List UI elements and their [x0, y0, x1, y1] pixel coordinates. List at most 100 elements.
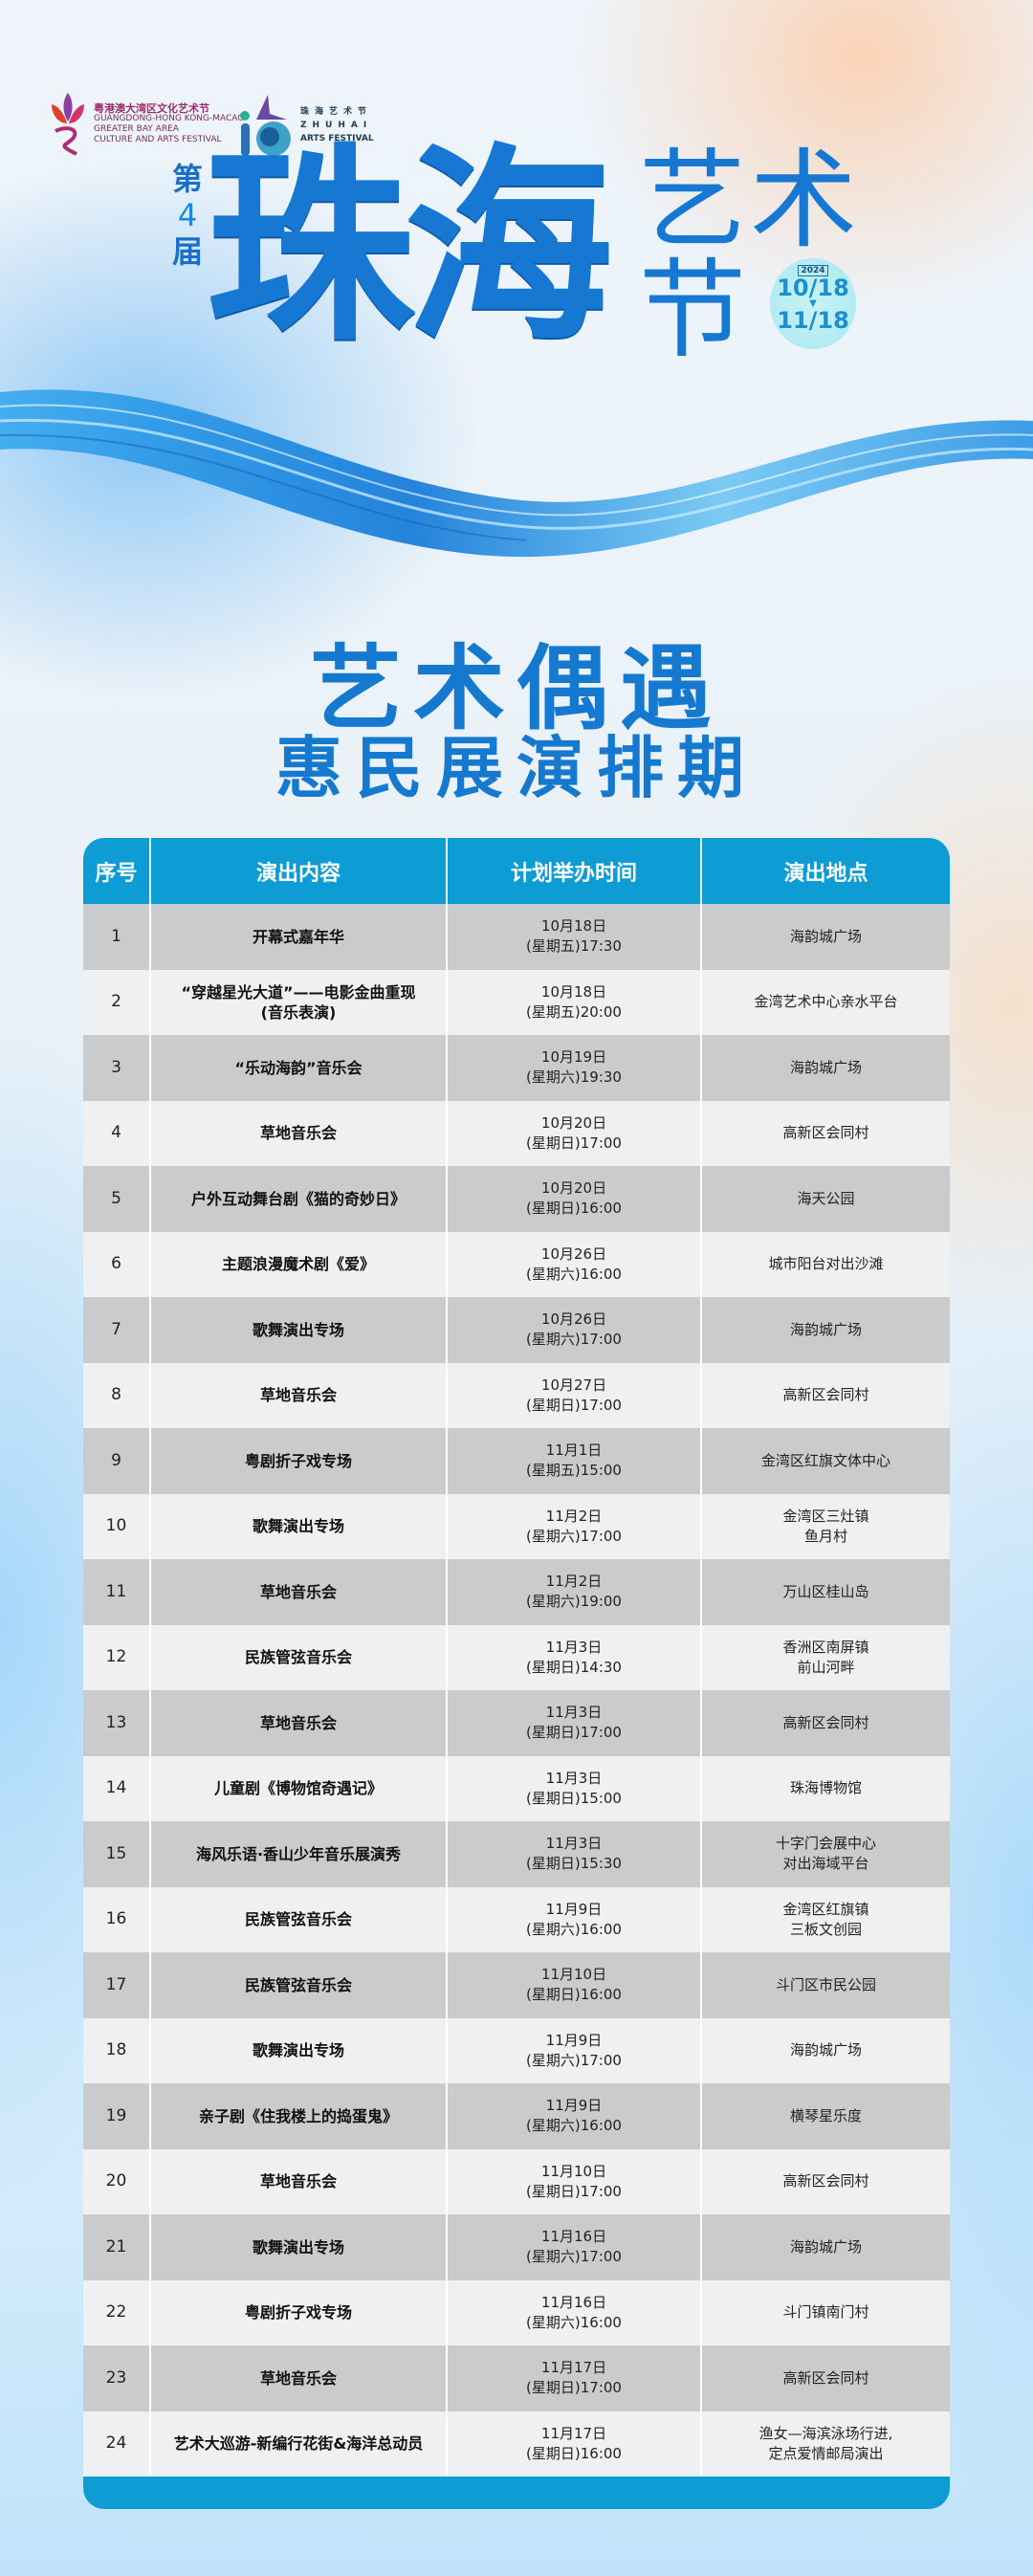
- cell-time: 11月2日 (星期六)19:00: [448, 1559, 702, 1625]
- cell-venue: 高新区会同村: [782, 1124, 869, 1142]
- cell-venue: 金湾区红旗镇 三板文创园: [782, 1900, 869, 1938]
- cell-time: 11月2日 (星期六)17:00: [448, 1493, 702, 1559]
- hero-title-zhuhai: 珠海: [206, 127, 613, 369]
- cell-content: 草地音乐会: [151, 1100, 448, 1166]
- cell-content: 草地音乐会: [151, 1559, 448, 1625]
- cell-content: 粤剧折子戏专场: [151, 2279, 448, 2345]
- cell-index: 4: [83, 1100, 151, 1166]
- cell-index: 12: [83, 1624, 151, 1690]
- cell-time: 11月16日 (星期六)16:00: [448, 2279, 702, 2345]
- table-row: 1 开幕式嘉年华 10月18日 (星期五)17:30 海韵城广场: [83, 904, 950, 970]
- column-header-content: 演出内容: [151, 838, 448, 904]
- cell-content: 歌舞演出专场: [151, 2214, 448, 2280]
- cell-venue: 海韵城广场: [789, 2041, 862, 2059]
- cell-venue: 斗门区市民公园: [775, 1975, 876, 1993]
- cell-venue: 香洲区南屏镇 前山河畔: [782, 1638, 869, 1676]
- cell-time: 11月3日 (星期日)17:00: [448, 1690, 702, 1756]
- cell-time: 11月10日 (星期日)16:00: [448, 1952, 702, 2018]
- cell-content: 海风乐语·香山少年音乐展演秀: [151, 1821, 448, 1887]
- cell-index: 11: [83, 1559, 151, 1625]
- cell-index: 24: [83, 2411, 151, 2477]
- table-row: 22 粤剧折子戏专场 11月16日 (星期六)16:00 斗门镇南门村: [83, 2279, 950, 2345]
- cell-content: 主题浪漫魔术剧《爱》: [151, 1231, 448, 1297]
- cell-content: 歌舞演出专场: [151, 2017, 448, 2083]
- cell-index: 9: [83, 1428, 151, 1494]
- cell-content: 草地音乐会: [151, 2148, 448, 2214]
- cell-venue: 海韵城广场: [789, 1058, 862, 1076]
- table-row: 14 儿童剧《博物馆奇遇记》 11月3日 (星期日)15:00 珠海博物馆: [83, 1755, 950, 1821]
- table-header: 序号 演出内容 计划举办时间 演出地点: [83, 838, 950, 904]
- zhuhai-arts-festival-logo: 珠海艺术节 ZHUHAI ARTS FESTIVAL: [237, 91, 374, 160]
- cell-content: 亲子剧《住我楼上的捣蛋鬼》: [151, 2083, 448, 2149]
- cell-time: 11月9日 (星期六)16:00: [448, 1886, 702, 1952]
- cell-index: 1: [83, 904, 151, 970]
- cell-time: 10月19日 (星期六)19:30: [448, 1035, 702, 1101]
- cell-venue: 横琴星乐度: [789, 2106, 862, 2125]
- cell-venue: 珠海博物馆: [789, 1779, 862, 1797]
- cell-index: 10: [83, 1493, 151, 1559]
- flower-logo-icon: [52, 93, 84, 156]
- cell-content: 歌舞演出专场: [151, 1493, 448, 1559]
- table-row: 21 歌舞演出专场 11月16日 (星期六)17:00 海韵城广场: [83, 2214, 950, 2280]
- cell-time: 10月27日 (星期日)17:00: [448, 1362, 702, 1428]
- cell-time: 10月18日 (星期五)20:00: [448, 969, 702, 1035]
- cell-content: “穿越星光大道”——电影金曲重现 (音乐表演): [151, 969, 448, 1035]
- table-row: 10 歌舞演出专场 11月2日 (星期六)17:00 金湾区三灶镇 鱼月村: [83, 1493, 950, 1559]
- cell-time: 11月10日 (星期日)17:00: [448, 2148, 702, 2214]
- cell-venue: 斗门镇南门村: [782, 2303, 869, 2322]
- cell-index: 13: [83, 1690, 151, 1756]
- cell-time: 11月9日 (星期六)17:00: [448, 2017, 702, 2083]
- cell-venue: 城市阳台对出沙滩: [768, 1255, 884, 1273]
- cell-content: 户外互动舞台剧《猫的奇妙日》: [151, 1166, 448, 1232]
- cell-content: 歌舞演出专场: [151, 1297, 448, 1363]
- cell-index: 21: [83, 2214, 151, 2280]
- hero-title-art: 艺术: [639, 139, 861, 263]
- cell-content: 草地音乐会: [151, 1362, 448, 1428]
- festival-date-badge: 2024 10/18 ▼ 11/18: [770, 258, 856, 349]
- table-row: 8 草地音乐会 10月27日 (星期日)17:00 高新区会同村: [83, 1362, 950, 1428]
- cell-content: 民族管弦音乐会: [151, 1624, 448, 1690]
- decorative-wave-ribbon: [0, 389, 1033, 558]
- cell-venue: 海韵城广场: [789, 1320, 862, 1338]
- table-row: 12 民族管弦音乐会 11月3日 (星期日)14:30 香洲区南屏镇 前山河畔: [83, 1624, 950, 1690]
- section-title: 艺术偶遇: [310, 634, 723, 742]
- table-body: 1 开幕式嘉年华 10月18日 (星期五)17:30 海韵城广场 2 “穿越星光大道”——…: [83, 904, 950, 2477]
- cell-content: 民族管弦音乐会: [151, 1952, 448, 2018]
- cell-index: 23: [83, 2345, 151, 2411]
- cell-index: 6: [83, 1231, 151, 1297]
- cell-time: 11月17日 (星期日)17:00: [448, 2345, 702, 2411]
- hero-title-festival: 节: [639, 249, 746, 373]
- cell-venue: 渔女—海滨泳场行进, 定点爱情邮局演出: [758, 2424, 893, 2462]
- cell-time: 11月9日 (星期六)16:00: [448, 2083, 702, 2149]
- cell-index: 3: [83, 1035, 151, 1101]
- cell-content: 艺术大巡游-新编行花街&海洋总动员: [151, 2411, 448, 2477]
- table-row: 15 海风乐语·香山少年音乐展演秀 11月3日 (星期日)15:30 十字门会展中心 …: [83, 1821, 950, 1887]
- cell-content: 开幕式嘉年华: [151, 904, 448, 970]
- cell-index: 16: [83, 1886, 151, 1952]
- table-row: 6 主题浪漫魔术剧《爱》 10月26日 (星期六)16:00 城市阳台对出沙滩: [83, 1231, 950, 1297]
- cell-time: 11月17日 (星期日)16:00: [448, 2411, 702, 2477]
- cell-time: 11月3日 (星期日)15:00: [448, 1755, 702, 1821]
- cell-time: 10月18日 (星期五)17:30: [448, 904, 702, 970]
- cell-time: 10月26日 (星期六)17:00: [448, 1297, 702, 1363]
- table-row: 18 歌舞演出专场 11月9日 (星期六)17:00 海韵城广场: [83, 2017, 950, 2083]
- cell-venue: 万山区桂山岛: [782, 1582, 869, 1600]
- cell-index: 17: [83, 1952, 151, 2018]
- cell-venue: 高新区会同村: [782, 1713, 869, 1731]
- cell-time: 10月20日 (星期日)17:00: [448, 1100, 702, 1166]
- cell-venue: 海韵城广场: [789, 2237, 862, 2256]
- table-footer-band: [83, 2477, 950, 2509]
- table-row: 13 草地音乐会 11月3日 (星期日)17:00 高新区会同村: [83, 1690, 950, 1756]
- arrow-down-icon: ▼: [809, 298, 817, 309]
- table-row: 20 草地音乐会 11月10日 (星期日)17:00 高新区会同村: [83, 2148, 950, 2214]
- cell-time: 10月20日 (星期日)16:00: [448, 1166, 702, 1232]
- cell-venue: 金湾区红旗文体中心: [760, 1451, 890, 1469]
- cell-index: 5: [83, 1166, 151, 1232]
- section-subtitle: 惠民展演排期: [275, 728, 758, 807]
- cell-content: 草地音乐会: [151, 2345, 448, 2411]
- edition-label: 第 4 届: [171, 161, 203, 270]
- column-header-index: 序号: [83, 838, 151, 904]
- cell-venue: 高新区会同村: [782, 1386, 869, 1404]
- table-row: 17 民族管弦音乐会 11月10日 (星期日)16:00 斗门区市民公园: [83, 1952, 950, 2018]
- table-row: 24 艺术大巡游-新编行花街&海洋总动员 11月17日 (星期日)16:00 渔女—海…: [83, 2411, 950, 2477]
